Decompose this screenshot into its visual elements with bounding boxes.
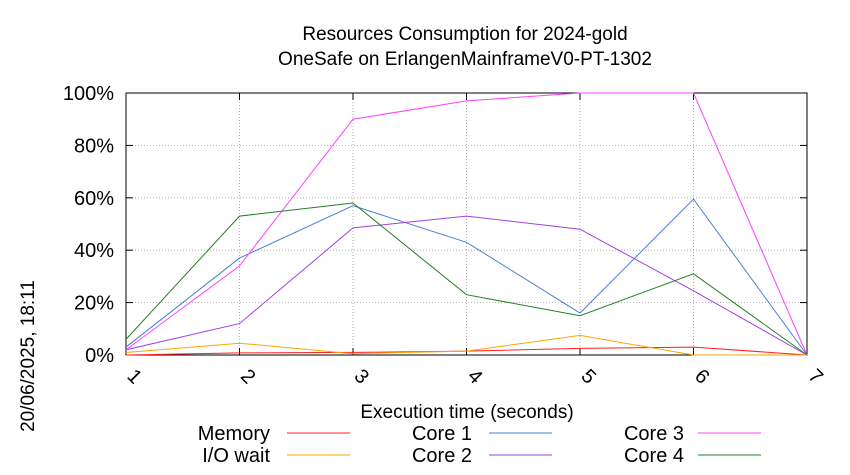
legend-label-core-4: Core 4 bbox=[624, 445, 684, 467]
y-axis: 0% 20% 40% 60% 80% 100% bbox=[63, 83, 807, 367]
series-line-core-1 bbox=[125, 198, 808, 356]
x-tick-label: 7 bbox=[804, 365, 827, 388]
y-tick-label: 80% bbox=[74, 135, 114, 157]
x-tick-label: 1 bbox=[123, 365, 146, 388]
y-tick-label: 100% bbox=[63, 83, 114, 105]
legend-label-core-2: Core 2 bbox=[412, 445, 472, 467]
series-lines bbox=[125, 92, 808, 356]
y-tick-label: 20% bbox=[74, 293, 114, 315]
y-tick-label: 40% bbox=[74, 240, 114, 262]
chart-title-line2: OneSafe on ErlangenMainframeV0-PT-1302 bbox=[278, 49, 652, 70]
legend-label-core-3: Core 3 bbox=[624, 423, 684, 445]
y-tick-label: 60% bbox=[74, 188, 114, 210]
legend-label-memory: Memory bbox=[198, 423, 270, 445]
x-tick-label: 4 bbox=[463, 365, 486, 388]
series-line-core-3 bbox=[125, 92, 808, 356]
x-tick-label: 2 bbox=[236, 365, 259, 388]
series-line-core-2 bbox=[125, 215, 808, 356]
y-tick-label: 0% bbox=[85, 345, 114, 367]
legend-label-core-1: Core 1 bbox=[412, 423, 472, 445]
series-line-i-o-wait bbox=[125, 334, 807, 356]
x-tick-label: 3 bbox=[350, 365, 373, 388]
legend-label-i-o-wait: I/O wait bbox=[202, 445, 270, 467]
chart-title-line1: Resources Consumption for 2024-gold bbox=[302, 24, 627, 45]
x-tick-label: 6 bbox=[690, 365, 713, 388]
grid bbox=[125, 92, 808, 356]
series-line-core-4 bbox=[125, 202, 808, 356]
x-axis-label: Execution time (seconds) bbox=[360, 402, 573, 423]
x-tick-label: 5 bbox=[577, 365, 600, 388]
timestamp-label: 20/06/2025, 18:11 bbox=[18, 280, 39, 432]
